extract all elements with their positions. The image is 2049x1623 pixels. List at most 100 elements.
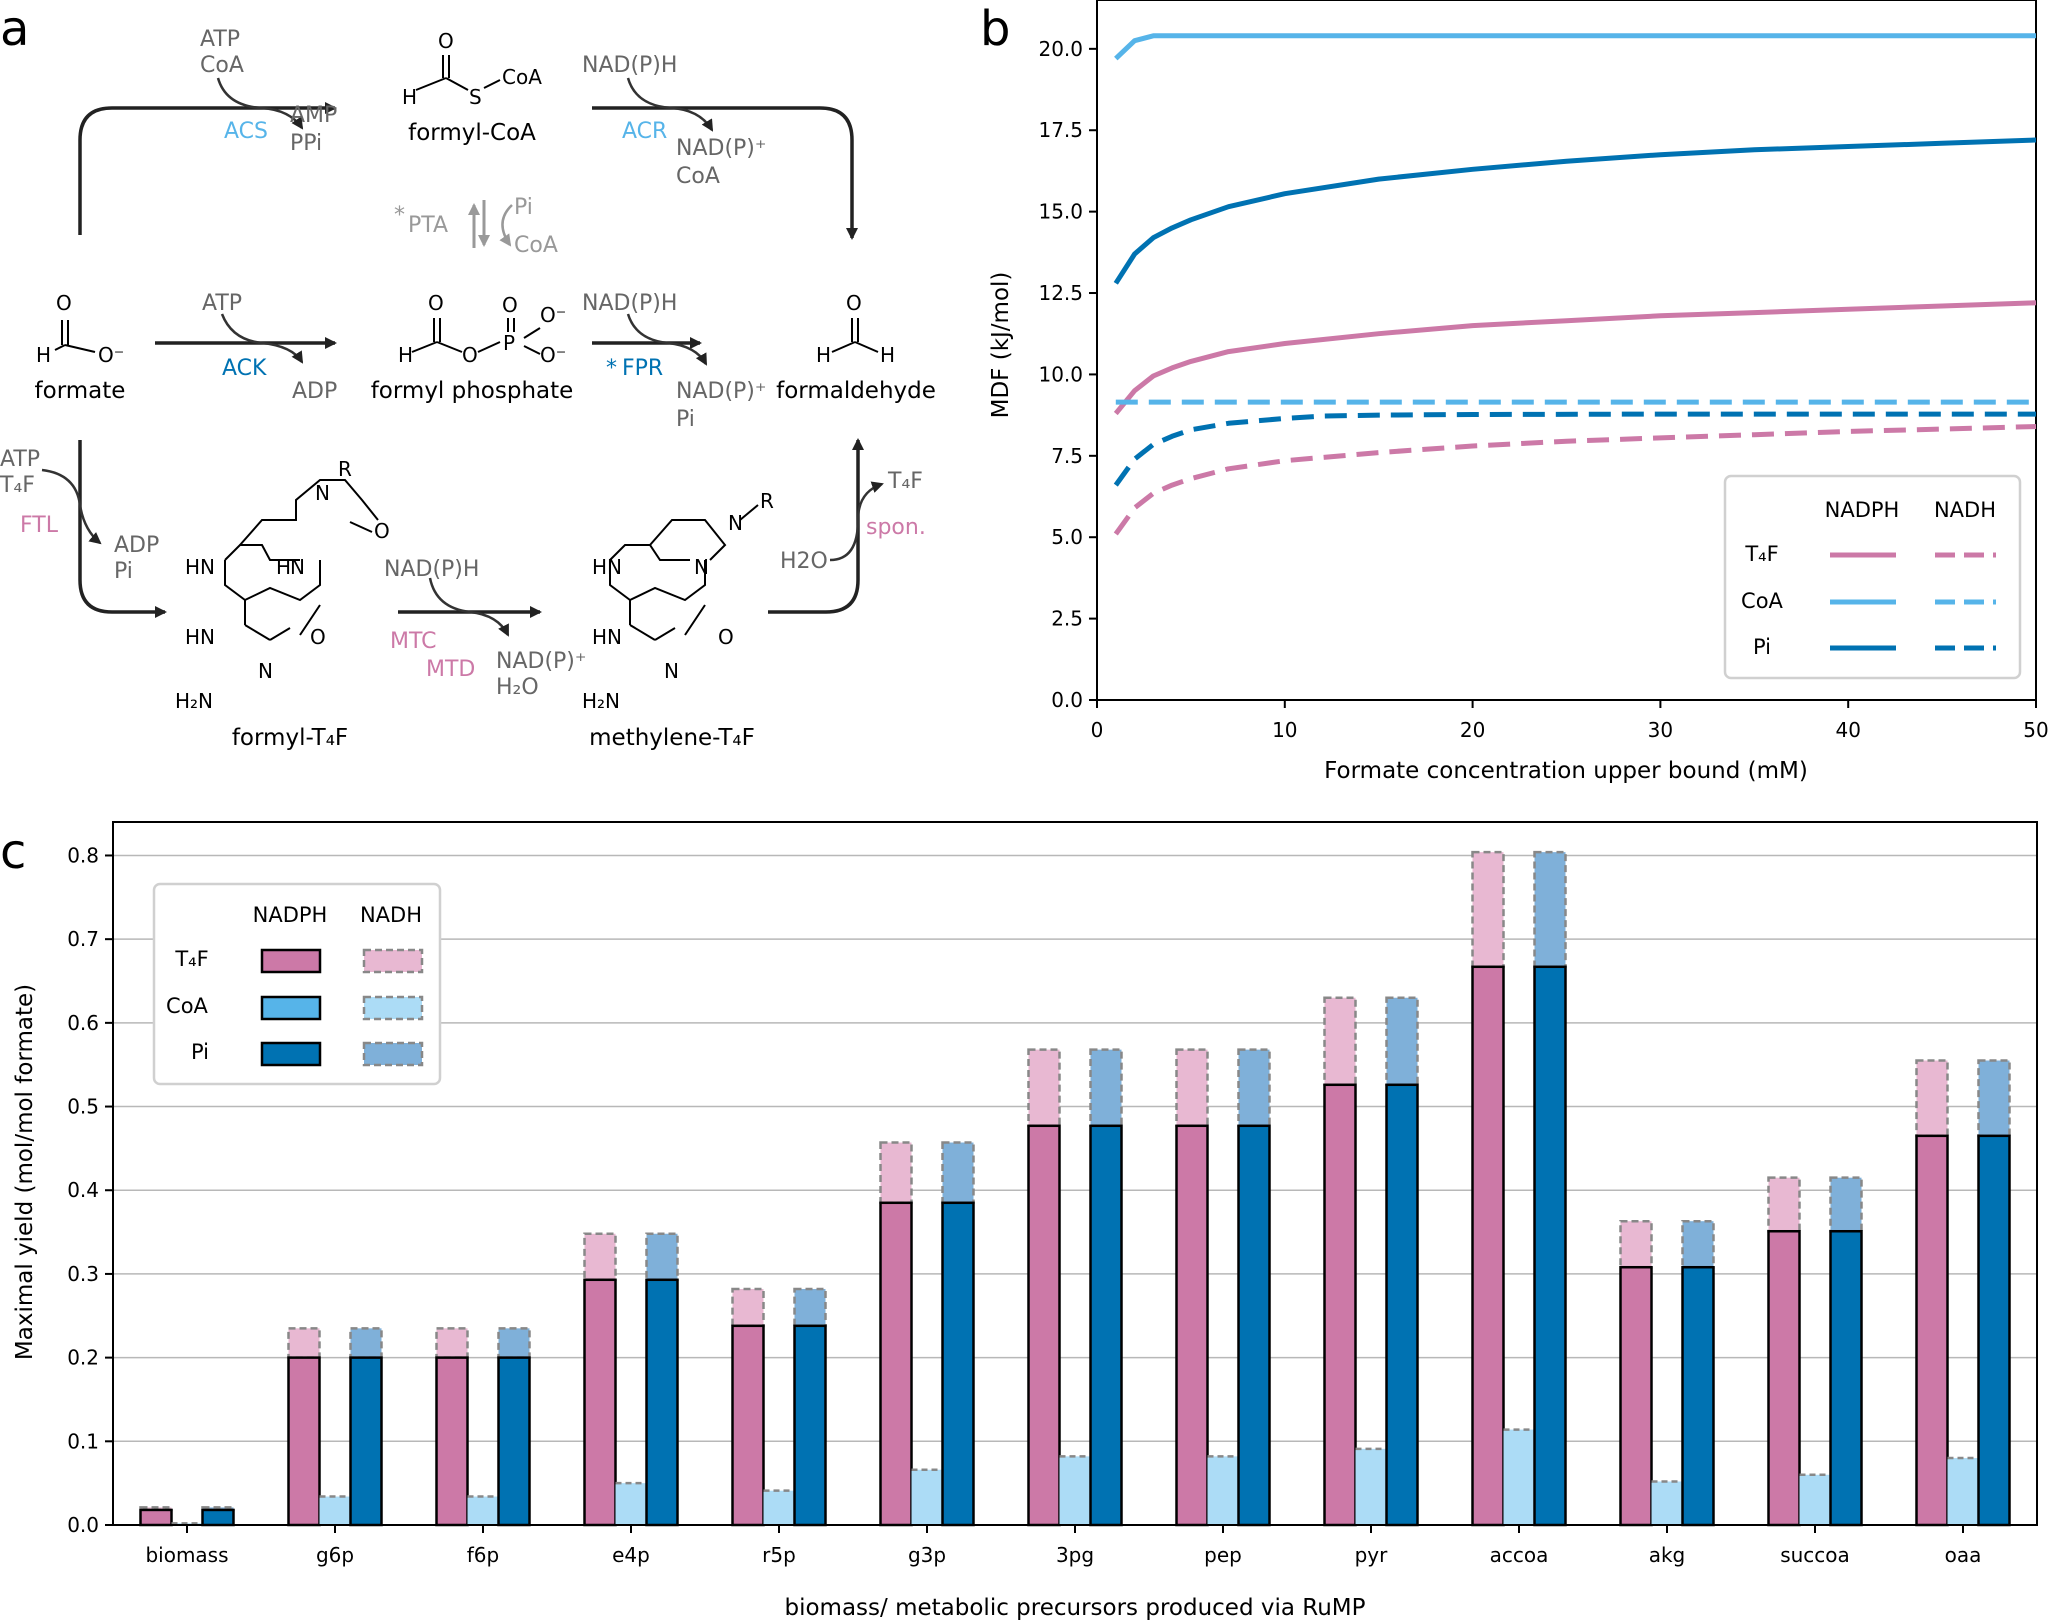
bar-coa-nadh [1503,1429,1535,1525]
chart-c-ytick-label: 0.1 [67,1429,99,1453]
bar-coa-nadh [763,1490,795,1525]
chart-c-legend-swatch-t4f-nadh [362,948,424,974]
chart-c-xtick-label: akg [1649,1543,1686,1567]
atom-ft4f-hn2: HN [185,625,215,649]
chart-c-ytick-label: 0.4 [67,1178,99,1202]
atom-ft4f-n1: N [290,555,305,579]
arrow-methylene-t4f-to-formaldehyde [768,438,864,614]
ftl-output-pi: Pi [114,559,133,584]
atom-fp-p: P [503,331,515,355]
bar-t4f-nadph [879,1201,913,1527]
atom-formate-h: H [36,343,51,367]
structure-methylene-t4f [609,504,759,641]
ftl-input-t4f: T₄F [0,473,35,498]
chart-b-ytick-label: 15.0 [1038,200,1083,224]
structure-formaldehyde [831,318,879,353]
bar-t4f-nadh [1619,1219,1653,1269]
bar-t4f-nadph [287,1356,321,1527]
ftl-cofactor-arrow [41,468,102,545]
atom-mt4f-n2: N [664,659,679,683]
bar-coa-nadh [1207,1456,1239,1525]
spon-output-t4f: T₄F [887,469,923,494]
fpr-input-nadph: NAD(P)H [582,291,677,316]
chart-c-ytick-label: 0.3 [67,1262,99,1286]
bar-pi-nadph [201,1508,235,1527]
acs-input-atp: ATP [200,27,240,52]
chart-c-legend-swatch-pi-nadh [362,1041,424,1067]
mtc-input-nadph: NAD(P)H [384,557,479,582]
label-formyl-phosphate: formyl phosphate [371,378,574,404]
arrow-formate-to-formyl-t4f [78,440,167,618]
bar-t4f-nadph [1323,1083,1357,1527]
chart-c-xtick-label: succoa [1780,1543,1850,1567]
chart-b-xtick-label: 30 [1648,718,1673,742]
label-formaldehyde: formaldehyde [776,378,936,404]
bar-pi-nadph [1829,1229,1863,1527]
chart-b-legend-box [1723,474,2022,680]
chart-b-legend-row-pi: Pi [1753,635,1771,659]
chart-b-xtick-label: 10 [1272,718,1297,742]
structure-formate [54,320,96,353]
bar-t4f-nadh [879,1141,913,1205]
chart-b-ytick-label: 17.5 [1038,118,1083,142]
fpr-cofactor-arrow [626,313,708,366]
bar-pi-nadh [349,1327,383,1359]
bar-t4f-nadh [1471,850,1505,969]
chart-c-legend-box [152,882,442,1086]
bar-t4f-nadph [139,1508,173,1527]
bar-t4f-nadph [1027,1124,1061,1527]
series-line-pi-nadh [1113,411,2036,487]
chart-c-legend-row-t4f: T₄F [174,947,208,971]
enzyme-mtc: MTC [390,629,437,654]
bar-pi-nadh [1829,1176,1863,1233]
atom-fp-o5: O⁻ [540,343,566,367]
atom-formate-o-minus: O⁻ [98,343,124,367]
bar-coa-nadh [911,1469,943,1525]
chart-b-ytick-label: 7.5 [1051,444,1083,468]
bar-coa-nadh [615,1483,647,1525]
chart-b-xtick-label: 40 [1835,718,1860,742]
bar-pi-nadh [645,1232,679,1282]
ftl-input-atp: ATP [0,447,40,472]
chart-c-legend-row-coa: CoA [166,994,209,1018]
label-formate: formate [35,378,126,404]
chart-c-xtick-label: biomass [145,1543,228,1567]
bar-pi-nadph [1681,1265,1715,1527]
bar-t4f-nadh [1027,1048,1061,1128]
atom-formate-o: O [56,291,72,315]
chart-c-ylabel: Maximal yield (mol/mol formate) [12,984,38,1360]
chart-c-ytick-label: 0.5 [67,1095,99,1119]
ack-cofactor-arrow [220,313,304,364]
label-methylene-t4f: methylene-T₄F [589,725,755,751]
chart-c-legend-swatch-t4f-nadph [260,948,322,974]
bar-t4f-nadph [583,1278,617,1527]
chart-b-legend-row-t4f: T₄F [1744,542,1778,566]
atom-fp-o3: O [502,293,518,317]
atom-ft4f-h2n: H₂N [175,689,213,713]
bar-pi-nadh [1385,996,1419,1087]
chart-c-legend: NADPH NADH T₄F CoA Pi [152,882,442,1086]
chart-b-xtick-label: 0 [1091,718,1104,742]
bar-pi-nadph [497,1356,531,1527]
enzyme-pta: PTA [408,213,448,238]
bar-pi-nadh [793,1287,827,1328]
atom-mt4f-hn1: HN [592,555,622,579]
bar-pi-nadph [941,1201,975,1527]
structure-formyl-t4f [224,479,379,641]
ack-output-adp: ADP [292,379,337,404]
chart-b-lines [1113,33,2037,536]
chart-c-xtick-label: g3p [908,1543,946,1567]
atom-formylcoa-coa: CoA [502,65,542,89]
panel-label-c: c [0,824,26,880]
bar-coa-nadh [1355,1448,1387,1525]
fpr-output-pi: Pi [676,407,695,432]
atom-ft4f-n2: N [258,659,273,683]
structure-formyl-phosphate [411,318,541,355]
chart-c-legend-swatch-pi-nadph [260,1041,322,1067]
panel-label-a: a [0,1,29,57]
chart-c-xlabel: biomass/ metabolic precursors produced v… [785,1595,1366,1621]
acr-cofactor-arrow [626,77,714,132]
chart-b-xlabel: Formate concentration upper bound (mM) [1324,758,1808,784]
fpr-star: * [606,356,617,381]
bar-t4f-nadh [731,1287,765,1328]
